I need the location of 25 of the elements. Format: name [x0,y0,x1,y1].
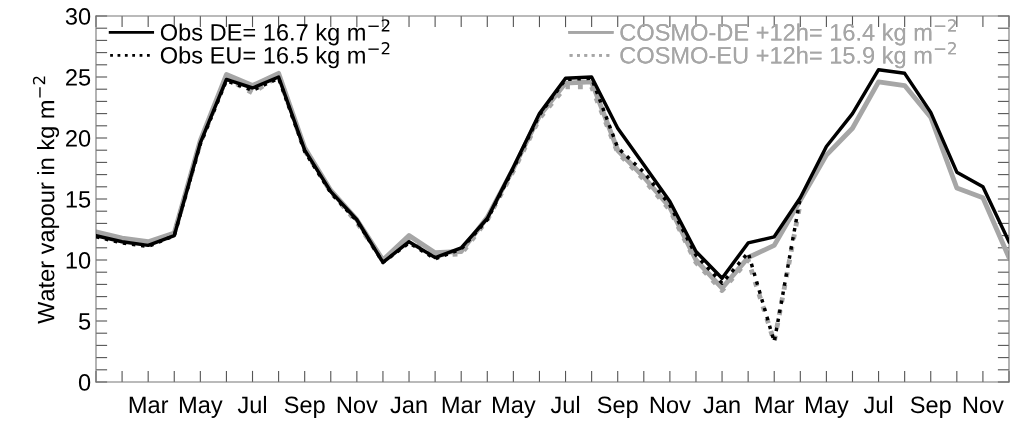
x-tick-label: May [179,396,223,418]
y-tick-label: 0 [78,374,91,391]
x-tick-label: Jul [863,395,893,414]
x-tick-label: Jan [390,396,427,414]
x-tick-label: Mar [129,396,169,414]
y-tick-label: 15 [66,191,91,208]
y-tick-label: 10 [66,252,91,269]
y-axis-title: Water vapour in kg m$^{−2}$ [32,76,60,324]
x-tick-label: Jul [550,395,580,414]
x-tick-label: May [806,396,849,418]
y-tick-label: 25 [66,69,91,86]
y-tick-label: 20 [66,130,91,147]
y-tick-label: 5 [78,313,91,330]
x-tick-label: Nov [650,396,691,414]
x-tick-label: Nov [963,396,1004,414]
x-tick-label: Sep [910,396,951,418]
y-tick-label: 30 [65,8,91,25]
x-tick-label: Jul [237,395,267,414]
x-tick-label: Sep [597,396,638,418]
x-tick-label: May [493,396,536,418]
x-tick-label: Mar [755,396,795,414]
x-tick-label: Jan [703,396,740,414]
x-tick-label: Sep [284,396,325,418]
x-tick-label: Mar [442,396,482,414]
x-tick-label: Nov [337,396,378,414]
